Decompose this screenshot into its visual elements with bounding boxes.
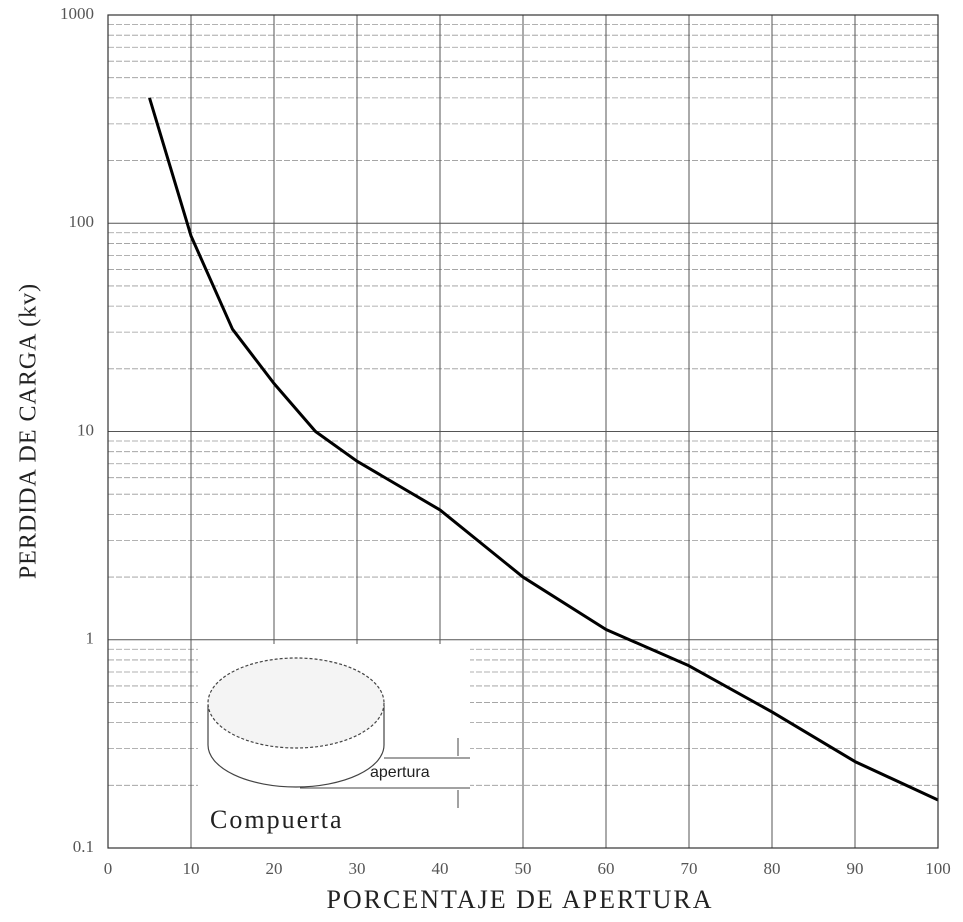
x-tick-label: 0 — [104, 859, 113, 878]
aperture-label: apertura — [370, 764, 430, 781]
gate-label: Compuerta — [210, 805, 344, 834]
grid — [107, 14, 939, 849]
inset-diagram: apertura Compuerta — [198, 644, 470, 848]
y-tick-label: 100 — [69, 212, 95, 231]
x-axis-label: PORCENTAJE DE APERTURA — [326, 885, 713, 914]
y-tick-label: 1 — [86, 629, 95, 648]
x-tick-label: 50 — [515, 859, 532, 878]
plot-frame — [107, 14, 939, 849]
x-tick-label: 10 — [183, 859, 200, 878]
x-tick-label: 30 — [349, 859, 366, 878]
x-tick-label: 90 — [847, 859, 864, 878]
data-line — [148, 97, 939, 802]
x-tick-label: 20 — [266, 859, 283, 878]
x-tick-label: 80 — [764, 859, 781, 878]
gate-top — [207, 657, 385, 749]
curve-layer — [148, 97, 939, 802]
x-tick-label: 40 — [432, 859, 449, 878]
x-tick-label: 60 — [598, 859, 615, 878]
y-tick-label: 1000 — [60, 4, 94, 23]
x-tick-label: 70 — [681, 859, 698, 878]
y-tick-label: 10 — [77, 420, 94, 439]
y-axis-label: PERDIDA DE CARGA (kv) — [16, 283, 42, 579]
x-tick-label: 100 — [925, 859, 951, 878]
y-tick-label: 0.1 — [73, 837, 94, 856]
